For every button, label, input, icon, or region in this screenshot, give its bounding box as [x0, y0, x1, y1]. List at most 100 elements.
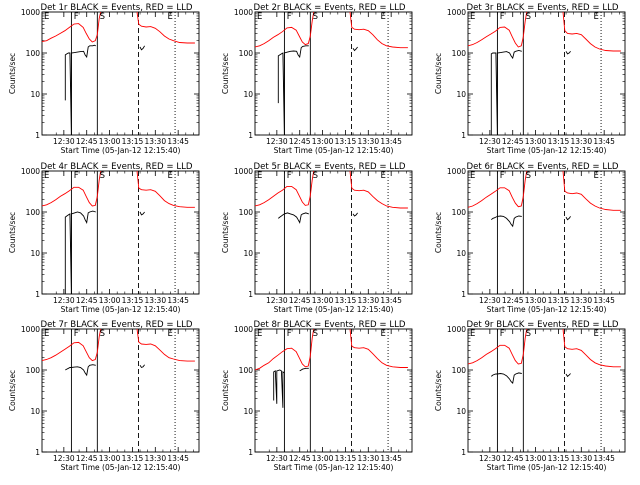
x-tick-label: 13:15	[122, 137, 144, 146]
marker-label-e: E	[167, 12, 172, 22]
x-tick-label: 12:45	[289, 296, 311, 305]
detector-panel-9: Det 9r BLACK = Events, RED = LLD 1 10 100 10…	[434, 320, 626, 472]
segment-markers: F S EE	[470, 329, 599, 339]
marker-label-e: E	[44, 12, 49, 22]
y-tick-label: 100	[239, 49, 254, 58]
detector-panel-1: Det 1r BLACK = Events, RED = LLD 1 10 100 10…	[8, 3, 200, 155]
y-axis-label: Counts/sec	[8, 212, 17, 253]
x-tick-label: 12:45	[76, 296, 98, 305]
y-tick-label: 1000	[21, 8, 40, 17]
series-line-lld	[255, 329, 408, 371]
x-tick-label: 13:30	[570, 454, 592, 463]
series-line-lld	[42, 12, 195, 44]
y-tick-label: 10	[456, 90, 466, 99]
plot-area	[468, 171, 621, 294]
panel-title: Det 8r BLACK = Events, RED = LLD	[253, 320, 405, 330]
y-axis-label: Counts/sec	[221, 212, 230, 253]
x-tick-label: 13:00	[312, 296, 334, 305]
x-tick-label: 13:15	[122, 454, 144, 463]
detector-panel-4: Det 4r BLACK = Events, RED = LLD 1 10 100 10…	[8, 162, 200, 314]
x-tick-label: 12:30	[266, 137, 288, 146]
marker-label-f: F	[287, 329, 292, 339]
segment-markers: F S EE	[44, 12, 173, 22]
y-axis-label: Counts/sec	[8, 53, 17, 94]
y-tick-label: 1	[35, 131, 40, 140]
x-axis-label: Start Time (05-Jan-12 12:15:40)	[274, 146, 394, 155]
marker-label-e: E	[380, 171, 385, 181]
y-tick-label: 10	[456, 249, 466, 258]
x-tick-label: 12:30	[266, 296, 288, 305]
marker-label-s: S	[100, 171, 105, 181]
x-axis-label: Start Time (05-Jan-12 12:15:40)	[274, 463, 394, 472]
x-tick-label: 13:30	[357, 296, 379, 305]
panel-title: Det 3r BLACK = Events, RED = LLD	[466, 3, 618, 13]
y-tick-label: 1	[35, 290, 40, 299]
x-axis-label: Start Time (05-Jan-12 12:15:40)	[61, 146, 181, 155]
panel-title: Det 5r BLACK = Events, RED = LLD	[253, 162, 405, 172]
plot-frame	[467, 170, 626, 295]
y-tick-label: 100	[239, 208, 254, 217]
marker-label-f: F	[500, 12, 505, 22]
y-tick-label: 10	[456, 407, 466, 416]
marker-label-s: S	[526, 329, 531, 339]
detector-panel-5: Det 5r BLACK = Events, RED = LLD 1 10 100 10…	[221, 162, 413, 314]
x-tick-label: 13:15	[335, 454, 357, 463]
series-line-events	[490, 50, 571, 135]
y-tick-label: 1000	[234, 8, 253, 17]
x-tick-label: 13:00	[312, 137, 334, 146]
y-axis-label: Counts/sec	[8, 370, 17, 411]
x-tick-label: 13:15	[335, 137, 357, 146]
x-tick-label: 13:00	[525, 137, 547, 146]
x-tick-label: 12:30	[266, 454, 288, 463]
marker-label-e: E	[593, 171, 598, 181]
marker-label-e: E	[167, 171, 172, 181]
x-tick-label: 13:00	[99, 454, 121, 463]
plot-frame	[41, 11, 200, 136]
series-line-events	[65, 364, 145, 377]
marker-label-e: E	[257, 329, 262, 339]
x-tick-label: 13:45	[167, 296, 189, 305]
x-tick-label: 13:45	[593, 296, 615, 305]
y-tick-label: 1	[248, 131, 253, 140]
x-tick-label: 13:30	[144, 137, 166, 146]
x-tick-label: 13:00	[525, 454, 547, 463]
x-axis-label: Start Time (05-Jan-12 12:15:40)	[487, 463, 607, 472]
y-axis: 1 10 100 1000 Counts/sec	[434, 325, 625, 457]
x-tick-label: 13:30	[570, 137, 592, 146]
y-tick-label: 100	[239, 366, 254, 375]
y-tick-label: 10	[30, 249, 40, 258]
x-tick-label: 12:30	[479, 454, 501, 463]
x-tick-label: 13:45	[380, 137, 402, 146]
series-line-events	[491, 215, 571, 228]
y-tick-label: 1000	[447, 8, 466, 17]
x-tick-label: 12:30	[53, 137, 75, 146]
series-line-events	[278, 212, 358, 224]
detector-panel-6: Det 6r BLACK = Events, RED = LLD 1 10 100 10…	[434, 162, 626, 314]
x-tick-label: 12:30	[53, 454, 75, 463]
marker-label-e: E	[380, 329, 385, 339]
x-tick-label: 13:45	[593, 454, 615, 463]
segment-markers: F S EE	[470, 12, 599, 22]
panel-title: Det 4r BLACK = Events, RED = LLD	[40, 162, 192, 172]
x-tick-label: 13:30	[144, 296, 166, 305]
marker-label-e: E	[257, 171, 262, 181]
marker-label-f: F	[74, 329, 79, 339]
y-tick-label: 10	[243, 407, 253, 416]
x-tick-label: 13:30	[570, 296, 592, 305]
plot-area	[255, 329, 408, 452]
marker-label-e: E	[44, 329, 49, 339]
marker-label-e: E	[257, 12, 262, 22]
x-axis-label: Start Time (05-Jan-12 12:15:40)	[487, 146, 607, 155]
x-tick-label: 13:45	[167, 137, 189, 146]
y-tick-label: 100	[452, 208, 467, 217]
x-tick-label: 13:00	[99, 296, 121, 305]
x-tick-label: 12:45	[289, 454, 311, 463]
marker-label-f: F	[74, 12, 79, 22]
plot-frame	[254, 170, 413, 295]
plot-area	[468, 329, 621, 452]
